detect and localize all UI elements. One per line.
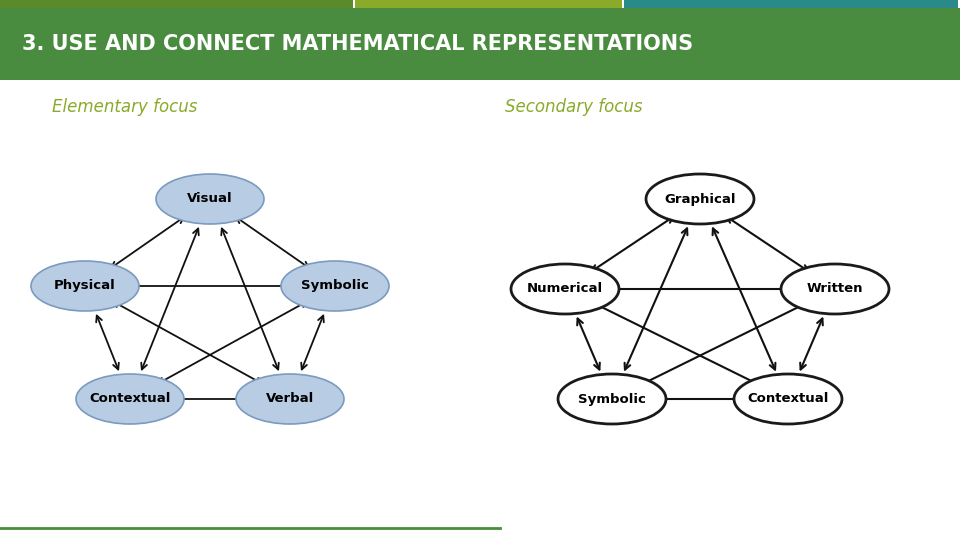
Text: Written: Written [806, 282, 863, 295]
Ellipse shape [76, 374, 184, 424]
Ellipse shape [781, 264, 889, 314]
Text: Symbolic: Symbolic [578, 393, 646, 406]
Ellipse shape [156, 174, 264, 224]
Bar [0, 0, 353, 8]
Text: 3. USE AND CONNECT MATHEMATICAL REPRESENTATIONS: 3. USE AND CONNECT MATHEMATICAL REPRESEN… [22, 34, 693, 54]
Ellipse shape [646, 174, 754, 224]
Ellipse shape [734, 374, 842, 424]
Text: Contextual: Contextual [89, 393, 171, 406]
Ellipse shape [236, 374, 344, 424]
Ellipse shape [511, 264, 619, 314]
Ellipse shape [281, 261, 389, 311]
Ellipse shape [31, 261, 139, 311]
Text: Elementary focus: Elementary focus [52, 98, 198, 116]
Text: Physical: Physical [54, 280, 116, 293]
Text: Numerical: Numerical [527, 282, 603, 295]
Text: Graphical: Graphical [664, 192, 735, 206]
Text: Visual: Visual [187, 192, 233, 206]
Bar [355, 0, 622, 8]
Ellipse shape [558, 374, 666, 424]
Text: Secondary focus: Secondary focus [505, 98, 642, 116]
Text: Verbal: Verbal [266, 393, 314, 406]
Bar [624, 0, 958, 8]
Text: Symbolic: Symbolic [301, 280, 369, 293]
Bar [0, 8, 960, 80]
Text: Contextual: Contextual [747, 393, 828, 406]
